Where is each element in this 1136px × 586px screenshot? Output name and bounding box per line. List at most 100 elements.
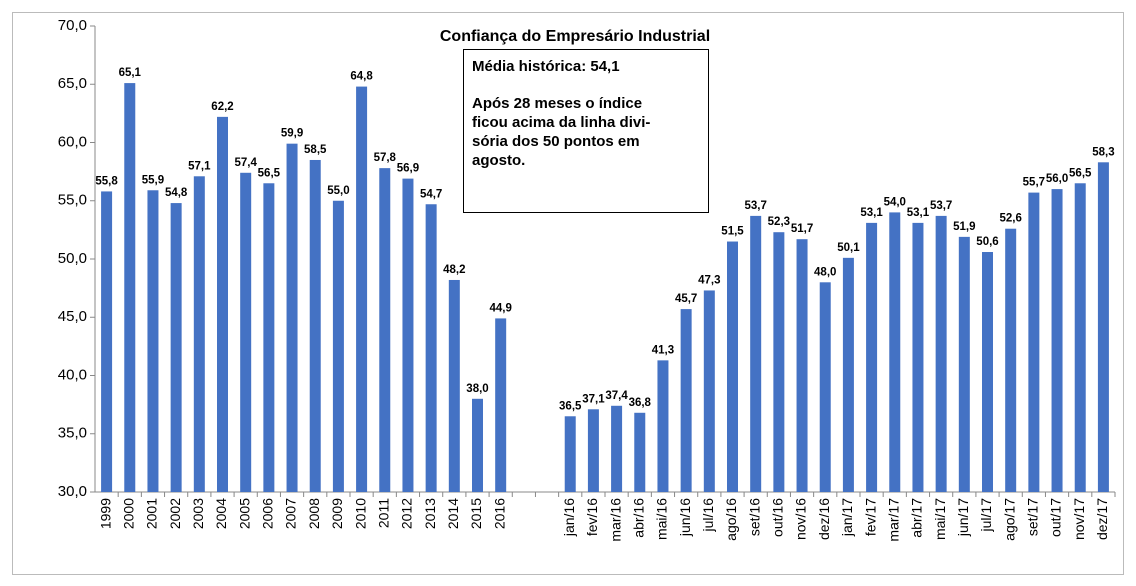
chart-border [12,12,1124,575]
bar [1051,189,1063,492]
x-tick-label: jun/17 [955,498,971,537]
value-label: 58,3 [1092,146,1114,158]
bar [101,191,113,492]
y-tick-label: 60,0 [58,133,87,150]
bar [402,178,414,493]
bar [634,412,646,492]
value-label: 53,1 [860,207,883,219]
value-label: 50,6 [976,236,998,248]
x-tick-label: ago/17 [1001,498,1017,541]
bar [958,236,970,492]
bar [263,183,275,492]
x-tick-label: abr/16 [630,498,646,538]
x-tick-label: set/16 [746,498,762,536]
x-tick-label: 2002 [167,498,183,529]
value-label: 45,7 [675,293,697,305]
bar [587,409,599,492]
value-label: 47,3 [698,274,720,286]
value-label: 52,3 [768,216,790,228]
value-label: 55,0 [327,185,349,197]
value-label: 58,5 [304,144,327,156]
bar [286,143,298,493]
x-tick-label: jan/16 [561,498,577,537]
x-tick-label: out/17 [1048,498,1064,537]
y-tick-label: 45,0 [58,308,87,325]
x-tick-label: nov/16 [793,498,809,540]
bar [124,83,136,493]
value-label: 57,4 [234,157,257,169]
x-tick-label: jul/17 [978,498,994,533]
bar [611,405,623,492]
x-tick-label: out/16 [770,498,786,537]
bar [495,318,507,492]
x-tick-label: nov/17 [1071,498,1087,540]
bar [1097,162,1109,492]
bar [680,309,692,492]
x-tick-label: mai/16 [654,498,670,540]
value-label: 56,0 [1046,173,1068,185]
bar [982,252,993,492]
x-tick-label: 2013 [422,498,438,529]
x-tick-label: 2008 [306,498,322,529]
value-label: 53,1 [907,207,930,219]
x-tick-label: 2015 [468,498,484,529]
annotation-line: agosto. [472,152,525,169]
value-label: 56,5 [1069,167,1092,179]
bar [773,232,785,492]
bar [309,159,321,492]
value-label: 51,7 [791,223,813,235]
bar [193,176,205,492]
bar [889,212,901,492]
bar [472,398,483,492]
value-label: 57,8 [374,152,397,164]
x-tick-label: 2016 [491,498,507,529]
x-tick-label: 2012 [399,498,415,529]
x-tick-label: 2005 [236,498,252,529]
value-label: 44,9 [489,302,511,314]
x-tick-label: 2009 [329,498,345,529]
value-label: 62,2 [211,101,233,113]
bar [750,215,762,492]
bar [866,222,878,492]
x-tick-label: jun/16 [677,498,693,537]
x-tick-label: mar/16 [607,498,623,542]
value-label: 59,9 [281,128,303,140]
y-tick-label: 70,0 [58,17,87,34]
chart-title: Confiança do Empresário Industrial [440,28,710,45]
value-label: 55,9 [142,174,164,186]
value-label: 48,2 [443,264,465,276]
y-tick-label: 65,0 [58,75,87,92]
x-tick-label: fev/17 [862,498,878,536]
bar [935,215,947,492]
value-label: 38,0 [466,383,488,395]
annotation-heading: Média histórica: 54,1 [472,58,620,75]
value-label: 37,4 [605,390,628,402]
x-tick-label: mar/17 [885,498,901,542]
x-tick-label: set/17 [1025,498,1041,536]
value-label: 51,9 [953,221,975,233]
x-tick-label: 2006 [260,498,276,529]
y-tick-label: 55,0 [58,192,87,209]
value-label: 56,5 [258,167,281,179]
value-label: 54,0 [884,196,906,208]
bar [657,360,669,492]
y-tick-label: 50,0 [58,250,87,267]
value-label: 41,3 [652,344,674,356]
x-tick-label: 2004 [213,498,229,529]
bar [1074,183,1086,492]
x-tick-label: dez/17 [1094,498,1110,540]
bar [147,190,159,492]
bar [796,239,808,492]
value-label: 55,7 [1023,177,1045,189]
bar [842,257,854,492]
annotation-text: Após 28 meses o índice ficou acima da lin… [472,95,650,169]
x-tick-label: ago/16 [723,498,739,541]
value-label: 54,8 [165,187,188,199]
value-label: 51,5 [721,226,744,238]
x-tick-label: jan/17 [839,498,855,537]
bar [425,204,437,492]
bar [564,416,576,492]
annotation-line: ficou acima da linha divi- [472,114,650,131]
bar [379,168,391,492]
value-label: 56,9 [397,163,419,175]
